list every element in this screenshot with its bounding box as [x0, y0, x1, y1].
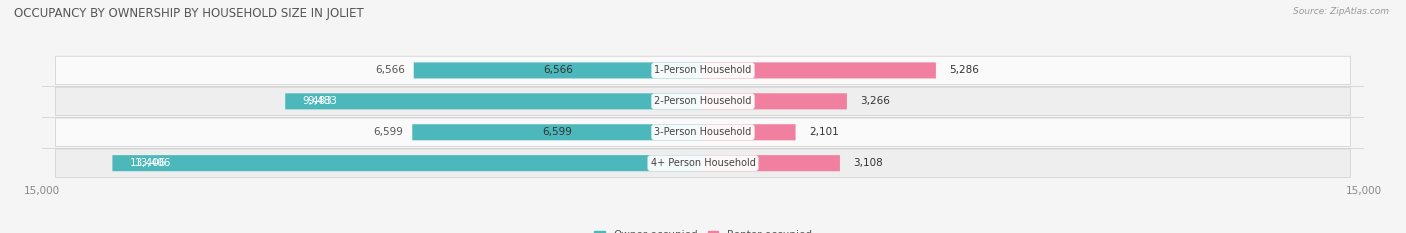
Text: 2-Person Household: 2-Person Household — [654, 96, 752, 106]
Text: 13,406: 13,406 — [129, 158, 166, 168]
FancyBboxPatch shape — [55, 56, 1351, 85]
Text: 9,483: 9,483 — [302, 96, 333, 106]
FancyBboxPatch shape — [55, 149, 1351, 177]
Text: 6,566: 6,566 — [375, 65, 405, 75]
FancyBboxPatch shape — [413, 62, 703, 79]
FancyBboxPatch shape — [703, 62, 936, 79]
Text: 1-Person Household: 1-Person Household — [654, 65, 752, 75]
Text: 3-Person Household: 3-Person Household — [654, 127, 752, 137]
Text: 6,566: 6,566 — [544, 65, 574, 75]
FancyBboxPatch shape — [55, 87, 1351, 116]
Text: 6,599: 6,599 — [543, 127, 572, 137]
Text: 2,101: 2,101 — [808, 127, 838, 137]
Text: 3,266: 3,266 — [860, 96, 890, 106]
Text: Source: ZipAtlas.com: Source: ZipAtlas.com — [1294, 7, 1389, 16]
Text: 6,599: 6,599 — [374, 127, 404, 137]
FancyBboxPatch shape — [55, 118, 1351, 147]
FancyBboxPatch shape — [285, 93, 703, 109]
Text: 13,406: 13,406 — [135, 158, 170, 168]
Text: 4+ Person Household: 4+ Person Household — [651, 158, 755, 168]
FancyBboxPatch shape — [412, 124, 703, 140]
Text: 3,108: 3,108 — [853, 158, 883, 168]
Legend: Owner-occupied, Renter-occupied: Owner-occupied, Renter-occupied — [591, 226, 815, 233]
FancyBboxPatch shape — [703, 155, 839, 171]
FancyBboxPatch shape — [703, 124, 796, 140]
Text: 5,286: 5,286 — [949, 65, 979, 75]
Text: 9,483: 9,483 — [308, 96, 337, 106]
Text: OCCUPANCY BY OWNERSHIP BY HOUSEHOLD SIZE IN JOLIET: OCCUPANCY BY OWNERSHIP BY HOUSEHOLD SIZE… — [14, 7, 364, 20]
FancyBboxPatch shape — [112, 155, 703, 171]
FancyBboxPatch shape — [703, 93, 846, 109]
